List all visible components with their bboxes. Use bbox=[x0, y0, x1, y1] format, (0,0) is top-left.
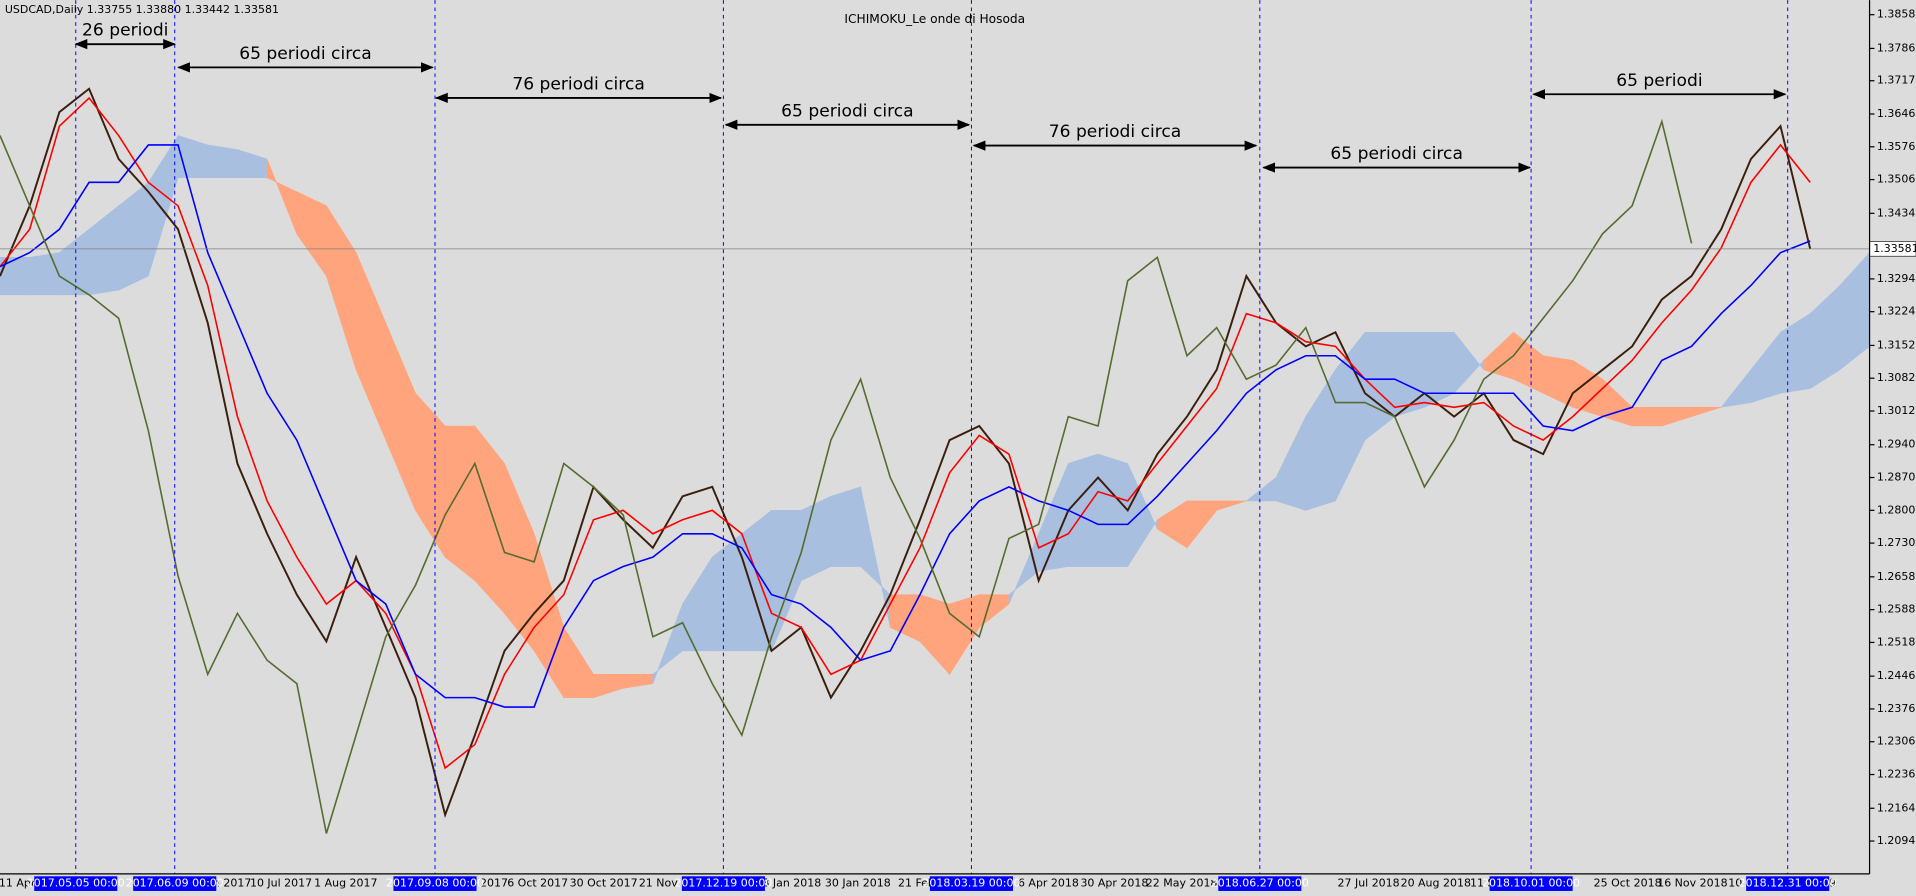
x-tick-label: 8 Jan 2018 bbox=[762, 877, 821, 890]
annotation-text: 76 periodi circa bbox=[1049, 122, 1182, 142]
period-label-box bbox=[34, 876, 118, 891]
x-tick-label: 16 Nov 2018 bbox=[1657, 877, 1727, 890]
y-tick-label: 1.25180 bbox=[1877, 635, 1916, 648]
period-label-box bbox=[681, 876, 765, 891]
annotation-text: 65 periodi circa bbox=[1330, 144, 1462, 164]
y-tick-label: 1.35760 bbox=[1877, 140, 1916, 153]
period-label-box bbox=[393, 876, 477, 891]
y-tick-label: 1.32240 bbox=[1877, 305, 1916, 318]
x-tick-label: 5 2017 bbox=[470, 877, 508, 890]
cloud-segment bbox=[1097, 453, 1128, 567]
cloud-segment bbox=[207, 144, 238, 179]
y-tick-label: 1.21640 bbox=[1877, 801, 1916, 814]
x-tick-label: 20 Aug 2018 bbox=[1401, 877, 1471, 890]
annotation-text: 26 periodi bbox=[82, 21, 168, 41]
y-tick-label: 1.30820 bbox=[1877, 371, 1916, 384]
y-tick-label: 1.37860 bbox=[1877, 41, 1916, 54]
x-tick-label: 30 Jan 2018 bbox=[825, 877, 891, 890]
y-tick-label: 1.24460 bbox=[1877, 669, 1916, 682]
period-label-box bbox=[1489, 876, 1573, 891]
y-tick-label: 1.27300 bbox=[1877, 536, 1916, 549]
annotation-text: 65 periodi bbox=[1616, 71, 1702, 91]
period-label: 2018.03.19 00:00 bbox=[922, 877, 1020, 890]
cloud-segment bbox=[1631, 406, 1663, 427]
x-tick-label: 27 Jul 2018 bbox=[1337, 877, 1399, 890]
period-label-box bbox=[929, 876, 1013, 891]
x-tick-label: n 2017 bbox=[213, 877, 251, 890]
x-tick-label: 25 Oct 2018 bbox=[1594, 877, 1662, 890]
period-label: 2017.09.08 00:00 bbox=[386, 877, 484, 890]
x-tick-label: 10 Jul 2017 bbox=[250, 877, 312, 890]
price-label: 1.33581 bbox=[1873, 242, 1916, 255]
period-label: 2017.12.19 00:00 bbox=[674, 877, 772, 890]
y-tick-label: 1.23060 bbox=[1877, 735, 1916, 748]
cloud-segment bbox=[830, 486, 861, 567]
y-tick-label: 1.23760 bbox=[1877, 702, 1916, 715]
y-tick-label: 1.25880 bbox=[1877, 603, 1916, 616]
cloud-segment bbox=[741, 509, 772, 652]
series-line bbox=[0, 144, 1811, 708]
chart-header: USDCAD,Daily 1.33755 1.33880 1.33442 1.3… bbox=[5, 3, 279, 16]
cloud-segment bbox=[444, 425, 476, 582]
cloud-segment bbox=[1691, 406, 1722, 418]
y-tick-label: 1.20940 bbox=[1877, 834, 1916, 847]
period-label-box bbox=[1218, 876, 1302, 891]
y-tick-label: 1.34340 bbox=[1877, 206, 1916, 219]
annotation-text: 76 periodi circa bbox=[512, 74, 645, 94]
cloud-segment bbox=[1216, 500, 1247, 511]
y-tick-label: 1.37170 bbox=[1877, 74, 1916, 87]
period-label: 2018.06.27 00:00 bbox=[1211, 877, 1309, 890]
annotation-text: 65 periodi circa bbox=[781, 101, 914, 121]
x-tick-label: 21 Feb bbox=[898, 877, 935, 890]
x-tick-label: 22 May 2018 bbox=[1146, 877, 1218, 890]
y-tick-label: 1.28700 bbox=[1877, 471, 1916, 484]
annotation-text: 65 periodi circa bbox=[239, 44, 372, 64]
y-tick-label: 1.32940 bbox=[1877, 272, 1916, 285]
period-label: 2017.05.05 00:00 bbox=[27, 877, 125, 890]
x-tick-label: 11 S bbox=[1470, 877, 1494, 890]
x-tick-label: 6 Apr 2018 bbox=[1018, 877, 1079, 890]
x-tick-label: 1 Aug 2017 bbox=[314, 877, 377, 890]
series-line bbox=[0, 118, 1693, 834]
cloud-segment bbox=[29, 252, 60, 296]
period-label-box bbox=[133, 876, 217, 891]
series-line bbox=[0, 87, 1812, 819]
y-tick-label: 1.31520 bbox=[1877, 338, 1916, 351]
y-tick-label: 1.30120 bbox=[1877, 404, 1916, 417]
y-tick-label: 1.22360 bbox=[1877, 768, 1916, 781]
y-tick-label: 1.26580 bbox=[1877, 570, 1916, 583]
x-tick-label: 6 Oct 2017 bbox=[507, 877, 568, 890]
period-label-box bbox=[1746, 876, 1830, 891]
x-tick-label: 11 Apr bbox=[0, 877, 36, 890]
period-label: 2018.10.01 00:00 bbox=[1482, 877, 1580, 890]
period-label: 2017.06.09 00:00 bbox=[126, 877, 224, 890]
x-tick-label: 30 Oct 2017 bbox=[570, 877, 638, 890]
period-label: 2018.12.31 00:00 bbox=[1739, 877, 1837, 890]
y-tick-label: 1.35060 bbox=[1877, 173, 1916, 186]
y-tick-label: 1.28000 bbox=[1877, 503, 1916, 516]
chart-title: ICHIMOKU_Le onde di Hosoda bbox=[844, 12, 1025, 26]
series-line bbox=[0, 96, 1811, 770]
x-tick-label: 21 Nov 2 bbox=[639, 877, 688, 890]
cloud-segment bbox=[1068, 453, 1099, 567]
x-tick-label: 30 Apr 2018 bbox=[1080, 877, 1148, 890]
cloud-segment bbox=[0, 257, 30, 296]
y-tick-label: 1.36460 bbox=[1877, 107, 1916, 120]
y-tick-label: 1.38580 bbox=[1877, 8, 1916, 21]
y-tick-label: 1.29400 bbox=[1877, 438, 1916, 451]
